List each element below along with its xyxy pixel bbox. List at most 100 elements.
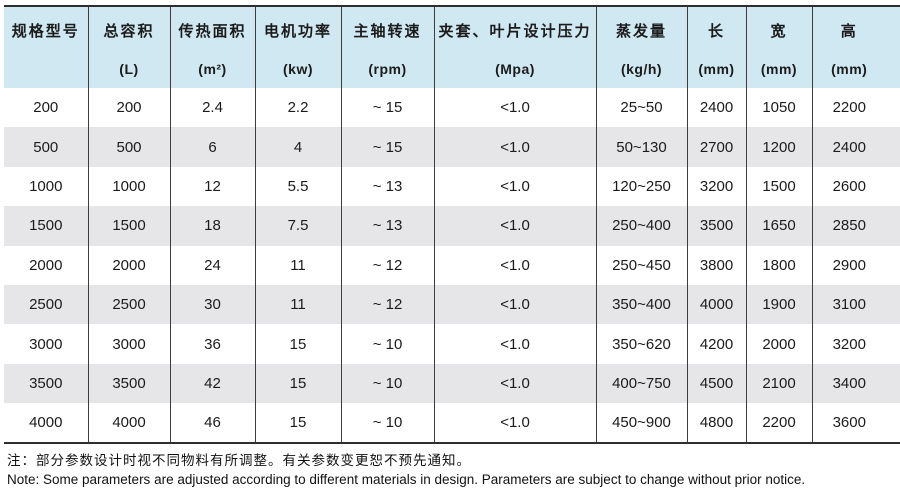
- cell: 350~620: [595, 324, 687, 364]
- column-unit: (L): [119, 61, 139, 77]
- cell: 250~400: [595, 206, 687, 246]
- cell: <1.0: [433, 245, 596, 285]
- cell: <1.0: [433, 324, 596, 364]
- cell: 2000: [745, 324, 812, 364]
- cell: 2.2: [254, 88, 341, 128]
- cell: 2200: [745, 403, 812, 443]
- column-unit: [4, 59, 88, 79]
- cell: 2850: [811, 206, 900, 246]
- cell: 15: [254, 363, 341, 404]
- cell: 450~900: [595, 403, 687, 443]
- column-title: 传热面积: [178, 23, 247, 40]
- table-row-2000: 2000 2000 24 11 ~ 12 <1.0 250~450 3800 1800 2900: [4, 245, 900, 285]
- cell: ~ 12: [340, 284, 434, 325]
- cell: 2600: [811, 166, 900, 207]
- cell: 18: [169, 206, 255, 246]
- cell: 2400: [811, 127, 900, 167]
- cell: 1650: [745, 206, 812, 246]
- column-unit: (mm): [698, 61, 735, 77]
- cell: 2100: [745, 363, 812, 404]
- cell: 4: [254, 127, 341, 167]
- cell: 24: [169, 245, 255, 285]
- cell: 1800: [745, 245, 812, 285]
- column-unit: (rpm): [368, 61, 407, 77]
- column-title: 总容积: [103, 23, 155, 40]
- cell: 3000: [4, 324, 88, 364]
- cell: 3200: [686, 166, 746, 207]
- column-title: 主轴转速: [353, 23, 422, 40]
- column-header-2: 传热面积 (m²): [169, 6, 255, 88]
- cell: <1.0: [433, 88, 596, 128]
- column-header-1: 总容积 (L): [87, 6, 170, 88]
- cell: ~ 15: [340, 88, 434, 128]
- cell: 400~750: [595, 363, 687, 404]
- cell: 2000: [4, 245, 88, 285]
- cell: ~ 13: [340, 206, 434, 246]
- cell: 25~50: [595, 88, 687, 128]
- cell: 3500: [686, 206, 746, 246]
- cell: 4800: [686, 403, 746, 443]
- table-row-500: 500 500 6 4 ~ 15 <1.0 50~130 2700 1200 2400: [4, 127, 900, 167]
- cell: 500: [4, 127, 88, 167]
- cell: 4500: [686, 363, 746, 404]
- table-row-4000: 4000 4000 46 15 ~ 10 <1.0 450~900 4800 2200 3600: [4, 403, 900, 443]
- cell: 30: [169, 284, 255, 325]
- cell: 3400: [811, 363, 900, 404]
- cell: 1500: [87, 206, 170, 246]
- cell: 4200: [686, 324, 746, 364]
- column-header-7: 长 (mm): [686, 6, 746, 88]
- cell: 2.4: [169, 88, 255, 128]
- table-row-1500: 1500 1500 18 7.5 ~ 13 <1.0 250~400 3500 1650 2850: [4, 206, 900, 246]
- column-header-5: 夹套、叶片设计压力 (Mpa): [433, 6, 596, 88]
- footnotes: 注：部分参数设计时视不同物料有所调整。有关参数变更恕不预先通知。 Note: S…: [4, 444, 897, 489]
- cell: 50~130: [595, 127, 687, 167]
- cell: 2500: [4, 284, 88, 325]
- column-header-9: 高 (mm): [811, 6, 900, 88]
- cell: 500: [87, 127, 170, 167]
- cell: ~ 12: [340, 245, 434, 285]
- table-row-3500: 3500 3500 42 15 ~ 10 <1.0 400~750 4500 2100 3400: [4, 363, 900, 404]
- column-unit: (mm): [831, 61, 868, 77]
- cell: 1050: [745, 88, 812, 128]
- table-row-200: 200 200 2.4 2.2 ~ 15 <1.0 25~50 2400 1050 2200: [4, 88, 900, 128]
- column-unit: (kw): [283, 61, 313, 77]
- cell: 120~250: [595, 166, 687, 207]
- spec-table: 规格型号 总容积 (L) 传热面积 (m²) 电机功率 (kw) 主轴转速 (rpm) 夹套、叶片…: [4, 5, 900, 444]
- column-header-0: 规格型号: [4, 6, 88, 88]
- column-unit: (m²): [198, 61, 227, 77]
- spec-table-header: 规格型号 总容积 (L) 传热面积 (m²) 电机功率 (kw) 主轴转速 (rpm) 夹套、叶片…: [4, 6, 900, 88]
- cell: 1900: [745, 284, 812, 325]
- cell: 11: [254, 245, 341, 285]
- column-title: 高: [840, 23, 858, 40]
- cell: 7.5: [254, 206, 341, 246]
- cell: 250~450: [595, 245, 687, 285]
- column-title: 夹套、叶片设计压力: [438, 23, 592, 40]
- cell: 46: [169, 403, 255, 443]
- cell: 4000: [87, 403, 170, 443]
- cell: 1500: [745, 166, 812, 207]
- cell: 3600: [811, 403, 900, 443]
- column-title: 规格型号: [11, 23, 80, 40]
- cell: <1.0: [433, 403, 596, 443]
- cell: 36: [169, 324, 255, 364]
- column-header-4: 主轴转速 (rpm): [340, 6, 434, 88]
- cell: 6: [169, 127, 255, 167]
- cell: 350~400: [595, 284, 687, 325]
- cell: 2900: [811, 245, 900, 285]
- cell: 1000: [87, 166, 170, 207]
- cell: 42: [169, 363, 255, 404]
- cell: 2400: [686, 88, 746, 128]
- cell: 1200: [745, 127, 812, 167]
- column-title: 电机功率: [263, 23, 332, 40]
- cell: 11: [254, 284, 341, 325]
- cell: 200: [87, 88, 170, 128]
- cell: ~ 10: [340, 324, 434, 364]
- cell: 3500: [87, 363, 170, 404]
- cell: ~ 13: [340, 166, 434, 207]
- column-header-8: 宽 (mm): [745, 6, 812, 88]
- note-english: Note: Some parameters are adjusted accor…: [7, 471, 806, 487]
- cell: 2000: [87, 245, 170, 285]
- cell: 1000: [4, 166, 88, 207]
- cell: 4000: [686, 284, 746, 325]
